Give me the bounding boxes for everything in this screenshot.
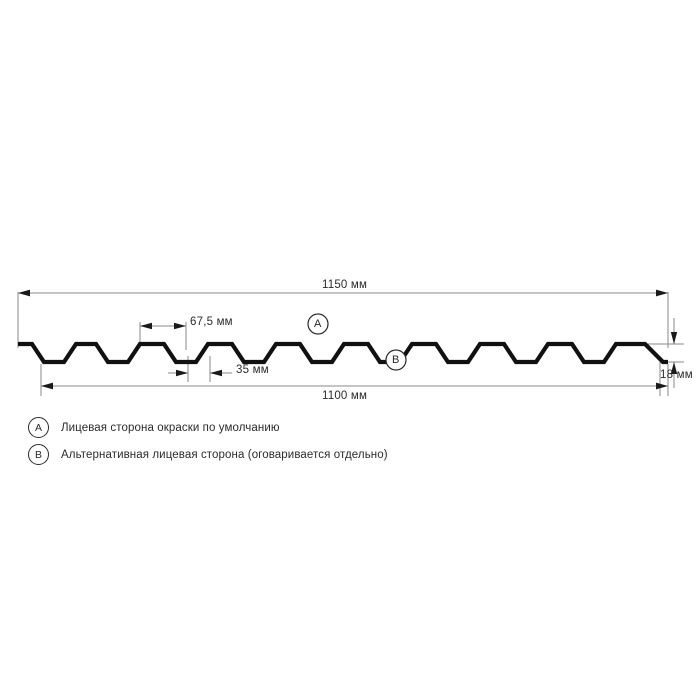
arrowhead-up — [670, 362, 678, 374]
dimension-rib-pitch — [140, 322, 186, 330]
legend-row-b: B Альтернативная лицевая сторона (оговар… — [28, 441, 668, 468]
arrowhead-right — [174, 322, 186, 330]
dimension-working-width — [41, 382, 668, 390]
legend-circle-a: A — [28, 417, 49, 438]
arrowhead-left — [18, 289, 30, 297]
legend-circle-b: B — [28, 444, 49, 465]
arrowhead-down — [670, 332, 678, 344]
legend-text-b: Альтернативная лицевая сторона (оговарив… — [61, 448, 388, 461]
marker-circle-a — [307, 313, 329, 335]
arrowhead-left — [41, 382, 53, 390]
marker-label-a: A — [314, 318, 322, 330]
arrowhead-left — [176, 369, 188, 377]
profile-outline — [18, 341, 668, 365]
legend: A Лицевая сторона окраски по умолчанию B… — [28, 414, 668, 468]
dimension-label-rib-pitch: 67,5 мм — [190, 316, 233, 328]
dimension-label-working-width: 1100 мм — [322, 390, 368, 402]
legend-text-a: Лицевая сторона окраски по умолчанию — [61, 421, 280, 434]
arrowhead-right — [210, 369, 222, 377]
dimension-valley-width — [168, 369, 232, 377]
marker-label-b: B — [392, 354, 400, 366]
dimension-label-profile-height: 18 мм — [660, 369, 693, 381]
dimension-label-valley-width: 35 мм — [236, 364, 269, 376]
marker-circle-b — [385, 349, 407, 371]
dimension-profile-height — [670, 318, 678, 388]
arrowhead-right — [656, 289, 668, 297]
legend-row-a: A Лицевая сторона окраски по умолчанию — [28, 414, 668, 441]
dimension-overall-width — [18, 289, 668, 297]
dimension-label-overall-width: 1150 мм — [322, 279, 368, 291]
arrowhead-right — [656, 382, 668, 390]
arrowhead-left — [140, 322, 152, 330]
